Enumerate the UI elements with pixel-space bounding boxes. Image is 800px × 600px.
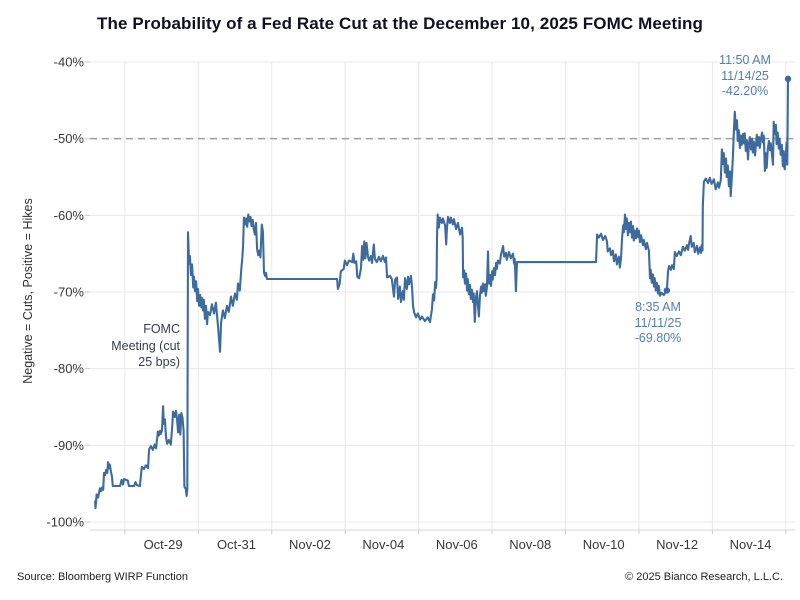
x-tick-label: Nov-10 — [583, 537, 625, 552]
x-tick-label: Nov-12 — [656, 537, 698, 552]
annotation-line: FOMC — [143, 322, 180, 336]
annotation-line: Meeting (cut — [111, 338, 180, 353]
annotation-latest-point: 11:50 AM 11/14/25 -42.20% — [693, 53, 797, 100]
source-note: Source: Bloomberg WIRP Function — [17, 571, 188, 583]
x-tick-label: Oct-29 — [144, 537, 183, 552]
annotation-line: 8:35 AM — [635, 300, 681, 314]
annotation-line: 11:50 AM — [719, 53, 771, 67]
x-tick-label: Nov-02 — [289, 537, 331, 552]
y-tick-label: -50% — [54, 131, 85, 146]
annotation-fomc-meeting: FOMC Meeting (cut 25 bps) — [70, 321, 180, 371]
annotation-line: -69.80% — [634, 331, 682, 345]
annotation-line: -42.20% — [721, 84, 769, 98]
y-tick-label: -90% — [54, 438, 85, 453]
marker-dot — [663, 287, 671, 294]
annotation-low-point: 8:35 AM 11/11/25 -69.80% — [606, 300, 710, 347]
series-line — [94, 77, 790, 510]
x-tick-label: Nov-04 — [362, 537, 404, 552]
x-tick-label: Nov-06 — [436, 537, 478, 552]
x-tick-label: Nov-14 — [730, 537, 772, 552]
copyright-note: © 2025 Bianco Research, L.L.C. — [625, 571, 783, 583]
y-tick-label: -40% — [54, 55, 85, 70]
annotation-line: 25 bps) — [138, 355, 180, 369]
x-tick-label: Nov-08 — [509, 537, 551, 552]
y-tick-label: -70% — [54, 285, 85, 300]
y-tick-label: -80% — [54, 361, 85, 376]
x-tick-label: Oct-31 — [217, 537, 256, 552]
marker-dot — [784, 75, 792, 83]
y-tick-label: -60% — [54, 208, 85, 223]
annotation-line: 11/11/25 — [634, 315, 682, 330]
chart-title: The Probability of a Fed Rate Cut at the… — [96, 14, 703, 33]
annotation-line: 11/14/25 — [721, 68, 769, 83]
y-tick-label: -100% — [46, 515, 84, 530]
